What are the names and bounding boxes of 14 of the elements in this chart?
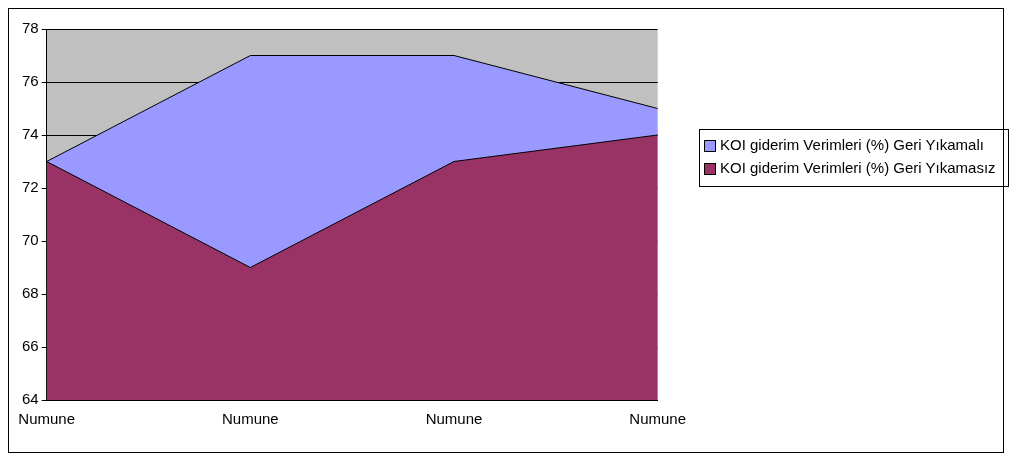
y-tick-label: 72	[22, 178, 39, 196]
y-tick-label: 66	[22, 337, 39, 355]
y-tick-label: 78	[22, 19, 39, 37]
y-tick-label: 74	[22, 125, 39, 143]
x-tick-label: Numune	[629, 410, 686, 428]
y-tick-label: 64	[22, 390, 39, 408]
legend-label: KOI giderim Verimleri (%) Geri Yıkamalı	[720, 136, 984, 153]
x-tick-label: Numune	[18, 410, 76, 428]
x-tick-label: Numune	[425, 410, 483, 428]
legend-label: KOI giderim Verimleri (%) Geri Yıkamasız	[720, 159, 996, 176]
y-tick-label: 70	[22, 231, 39, 249]
x-tick-label: Numune	[221, 410, 279, 428]
y-tick-label: 76	[22, 72, 39, 90]
y-tick-label: 68	[22, 284, 39, 302]
